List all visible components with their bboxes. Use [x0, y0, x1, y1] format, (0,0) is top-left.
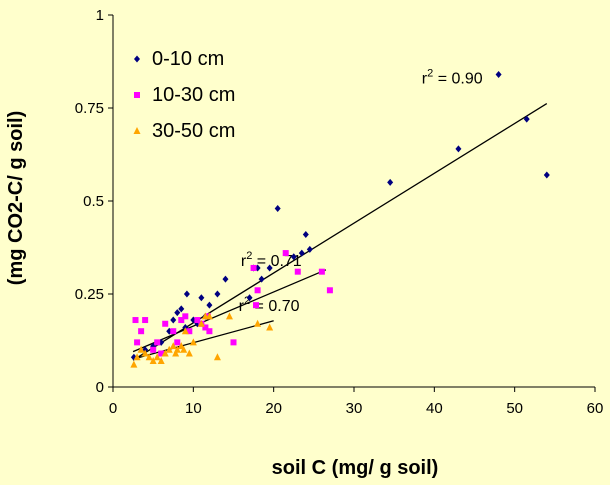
point-10-30-cm — [282, 250, 289, 257]
point-30-50-cm — [165, 345, 173, 353]
point-30-50-cm — [225, 312, 233, 320]
point-0-10-cm — [246, 294, 253, 302]
point-10-30-cm — [182, 313, 189, 320]
y-tick-label: 1 — [96, 7, 104, 24]
point-0-10-cm — [495, 71, 502, 79]
y-tick-label: 0.25 — [75, 286, 104, 303]
point-30-50-cm — [189, 338, 197, 346]
x-tick-label: 60 — [587, 400, 604, 417]
point-0-10-cm — [214, 290, 221, 298]
point-0-10-cm — [302, 230, 309, 238]
r2-label-10-30-cm: r2 = 0.71 — [241, 250, 302, 270]
point-0-10-cm — [174, 309, 181, 317]
point-10-30-cm — [202, 324, 209, 331]
point-0-10-cm — [178, 305, 185, 313]
point-10-30-cm — [170, 328, 177, 335]
point-30-50-cm — [197, 319, 205, 327]
point-10-30-cm — [134, 339, 141, 346]
point-30-50-cm — [149, 356, 157, 364]
point-0-10-cm — [523, 115, 530, 123]
point-30-50-cm — [169, 342, 177, 350]
axes: 0 10 20 30 40 50 60 0 0.25 0.5 0.75 1 — [75, 7, 604, 417]
point-0-10-cm — [222, 275, 229, 283]
point-30-50-cm — [180, 345, 188, 353]
point-0-10-cm — [266, 264, 273, 272]
point-0-10-cm — [543, 171, 550, 179]
point-10-30-cm — [294, 268, 301, 275]
r2-label-0-10-cm: r2 = 0.90 — [422, 68, 483, 88]
point-30-50-cm — [161, 349, 169, 357]
point-10-30-cm — [252, 302, 259, 309]
point-10-30-cm — [158, 350, 165, 357]
legend-label-10-30-cm: 10-30 cm — [152, 84, 235, 106]
point-30-50-cm — [153, 353, 161, 361]
point-10-30-cm — [138, 328, 145, 335]
point-30-50-cm — [137, 345, 145, 353]
point-30-50-cm — [130, 360, 138, 368]
point-0-10-cm — [258, 275, 265, 283]
y-tick-label: 0 — [96, 379, 104, 396]
point-10-30-cm — [174, 339, 181, 346]
point-30-50-cm — [141, 349, 149, 357]
point-10-30-cm — [154, 339, 161, 346]
x-tick-label: 30 — [346, 400, 363, 417]
point-0-10-cm — [298, 249, 305, 257]
legend-label-30-50-cm: 30-50 cm — [152, 120, 235, 142]
point-0-10-cm — [170, 316, 177, 324]
point-30-50-cm — [145, 353, 153, 361]
point-10-30-cm — [162, 320, 169, 327]
point-10-30-cm — [132, 317, 139, 324]
point-10-30-cm — [326, 287, 333, 294]
point-10-30-cm — [318, 268, 325, 275]
point-30-50-cm — [173, 345, 181, 353]
x-axis-title: soil C (mg/ g soil) — [272, 457, 439, 479]
point-30-50-cm — [172, 349, 180, 357]
x-tick-label: 0 — [109, 400, 117, 417]
trendline-10-30-cm — [132, 269, 327, 353]
point-30-50-cm — [254, 319, 262, 327]
point-10-30-cm — [206, 328, 213, 335]
point-10-30-cm — [254, 287, 261, 294]
point-0-10-cm — [206, 301, 213, 309]
y-tick-label: 0.5 — [83, 193, 104, 210]
x-tick-label: 40 — [426, 400, 443, 417]
x-tick-label: 50 — [506, 400, 523, 417]
legend: 0-10 cm 10-30 cm 30-50 cm — [133, 48, 235, 142]
x-tick-label: 10 — [185, 400, 202, 417]
point-0-10-cm — [198, 294, 205, 302]
point-30-50-cm — [133, 353, 141, 361]
point-0-10-cm — [290, 253, 297, 261]
legend-label-0-10-cm: 0-10 cm — [152, 48, 224, 70]
point-30-50-cm — [185, 349, 193, 357]
legend-marker-30-50-cm — [133, 127, 141, 134]
legend-marker-0-10-cm — [134, 55, 140, 63]
r2-label-30-50-cm: r2 = 0.70 — [239, 295, 300, 315]
point-30-50-cm — [213, 353, 221, 361]
point-0-10-cm — [274, 204, 281, 212]
point-0-10-cm — [455, 145, 462, 153]
legend-marker-10-30-cm — [134, 92, 140, 98]
point-30-50-cm — [266, 323, 274, 331]
y-axis-title: (mg CO2-C/ g soil) — [5, 111, 27, 285]
point-0-10-cm — [306, 245, 313, 253]
point-0-10-cm — [183, 290, 190, 298]
point-10-30-cm — [186, 328, 193, 335]
y-tick-label: 0.75 — [75, 100, 104, 117]
point-10-30-cm — [150, 346, 157, 353]
point-10-30-cm — [142, 317, 149, 324]
point-10-30-cm — [230, 339, 237, 346]
point-10-30-cm — [194, 317, 201, 324]
point-30-50-cm — [181, 327, 189, 335]
data-markers — [130, 71, 550, 368]
point-0-10-cm — [387, 178, 394, 186]
point-10-30-cm — [250, 264, 257, 271]
trendline-30-50-cm — [132, 320, 274, 360]
x-tick-label: 20 — [265, 400, 282, 417]
trendlines: r2 = 0.90 r2 = 0.71 r2 = 0.70 — [132, 68, 548, 361]
point-10-30-cm — [178, 317, 185, 324]
point-30-50-cm — [205, 312, 213, 320]
trendline-0-10-cm — [132, 102, 548, 361]
point-30-50-cm — [157, 356, 165, 364]
